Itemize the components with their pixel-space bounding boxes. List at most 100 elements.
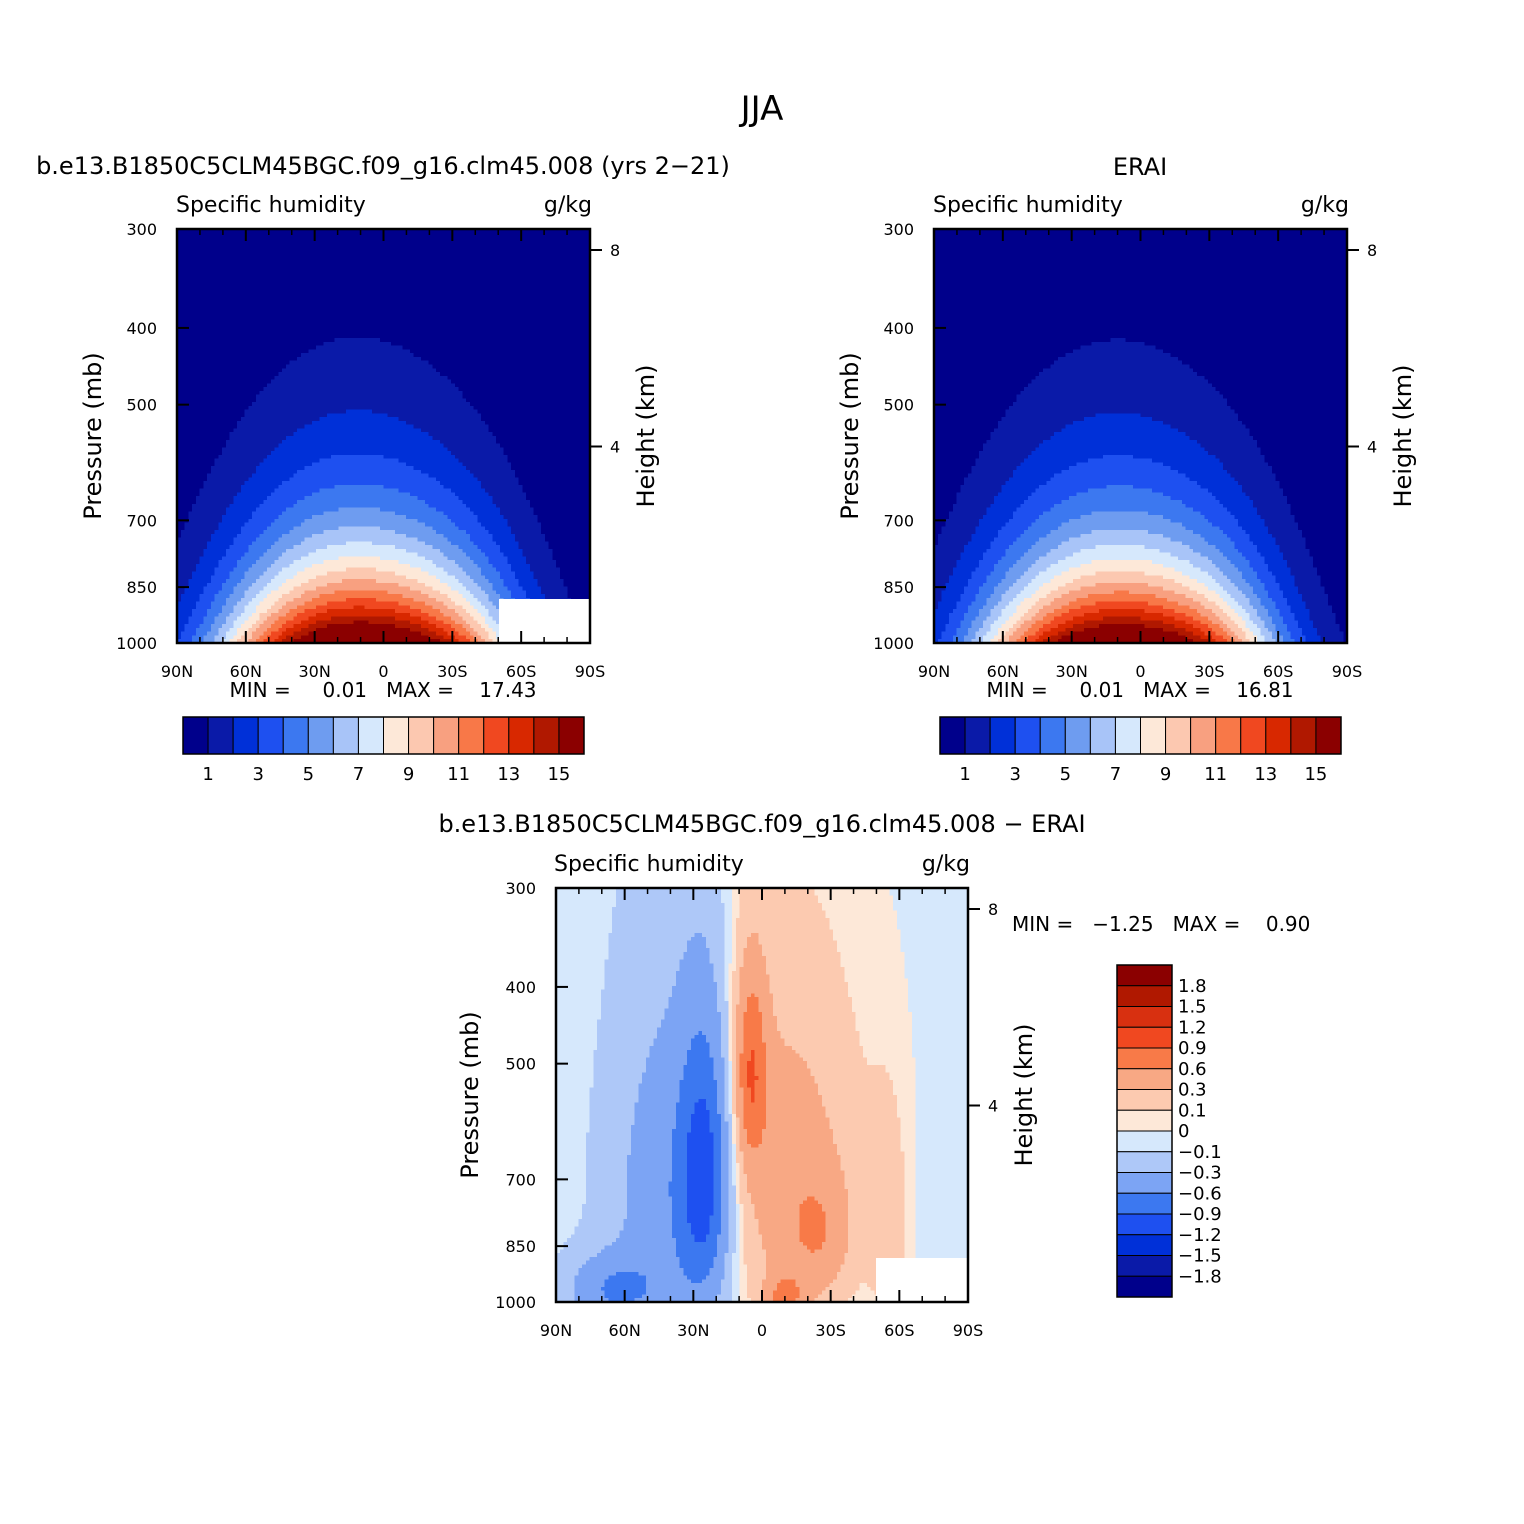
field-cell bbox=[184, 277, 189, 283]
field-cell bbox=[481, 274, 486, 279]
field-cell bbox=[409, 251, 415, 256]
field-cell bbox=[432, 247, 437, 253]
field-cell bbox=[229, 296, 234, 302]
field-cell bbox=[315, 341, 321, 347]
field-cell bbox=[394, 323, 400, 328]
field-cell bbox=[466, 300, 471, 305]
field-cell bbox=[492, 266, 497, 271]
field-cell bbox=[563, 259, 569, 264]
field-cell bbox=[586, 387, 590, 392]
field-cell bbox=[319, 379, 325, 384]
field-cell bbox=[263, 311, 268, 317]
field-cell bbox=[297, 390, 302, 396]
field-cell bbox=[481, 360, 486, 366]
field-cell bbox=[394, 356, 400, 362]
field-cell bbox=[368, 319, 373, 324]
field-cell bbox=[544, 394, 550, 399]
field-cell bbox=[537, 251, 542, 256]
field-cell bbox=[522, 259, 527, 264]
field-cell bbox=[379, 266, 385, 271]
field-cell bbox=[473, 356, 478, 362]
field-cell bbox=[177, 338, 182, 343]
field-cell bbox=[451, 326, 456, 332]
field-cell bbox=[567, 323, 572, 328]
field-cell bbox=[184, 379, 189, 384]
field-cell bbox=[289, 360, 294, 366]
field-cell bbox=[195, 315, 201, 320]
field-cell bbox=[252, 296, 257, 302]
field-cell bbox=[293, 281, 298, 287]
field-cell bbox=[567, 315, 572, 320]
field-cell bbox=[571, 356, 576, 362]
field-cell bbox=[466, 255, 471, 260]
field-cell bbox=[285, 356, 291, 362]
field-cell bbox=[432, 341, 437, 347]
field-cell bbox=[297, 300, 302, 305]
field-cell bbox=[195, 368, 201, 373]
field-cell bbox=[267, 323, 272, 328]
field-cell bbox=[466, 375, 471, 381]
field-cell bbox=[421, 300, 426, 305]
field-cell bbox=[544, 349, 550, 354]
panel-model-left-label: Specific humidity bbox=[176, 193, 366, 218]
field-cell bbox=[417, 364, 422, 369]
field-cell bbox=[462, 300, 467, 305]
field-cell bbox=[312, 281, 317, 287]
field-cell bbox=[383, 334, 388, 339]
field-cell bbox=[503, 255, 508, 260]
field-cell bbox=[368, 379, 373, 384]
field-cell bbox=[432, 330, 437, 335]
field-cell bbox=[237, 251, 242, 256]
field-cell bbox=[496, 379, 501, 384]
field-cell bbox=[391, 229, 396, 234]
field-cell bbox=[559, 259, 565, 264]
field-cell bbox=[544, 274, 550, 279]
field-cell bbox=[349, 251, 355, 256]
field-cell bbox=[379, 292, 385, 298]
field-cell bbox=[507, 232, 512, 238]
field-cell bbox=[240, 360, 246, 366]
field-cell bbox=[285, 277, 291, 283]
field-cell bbox=[462, 251, 467, 256]
field-cell bbox=[477, 326, 482, 332]
field-cell bbox=[447, 383, 452, 388]
field-cell bbox=[503, 247, 508, 253]
field-cell bbox=[199, 356, 204, 362]
figure-title: JJA bbox=[739, 89, 784, 129]
field-cell bbox=[357, 308, 362, 313]
field-cell bbox=[421, 383, 426, 388]
field-cell bbox=[503, 236, 508, 241]
field-cell bbox=[192, 277, 197, 283]
field-cell bbox=[559, 266, 565, 271]
field-cell bbox=[481, 356, 486, 362]
field-cell bbox=[567, 341, 572, 347]
field-cell bbox=[413, 292, 418, 298]
field-cell bbox=[402, 338, 407, 343]
field-cell bbox=[203, 349, 208, 354]
field-cell bbox=[499, 387, 505, 392]
field-cell bbox=[488, 383, 493, 388]
field-cell bbox=[192, 304, 197, 309]
field-cell bbox=[357, 251, 362, 256]
field-cell bbox=[477, 330, 482, 335]
field-cell bbox=[406, 315, 411, 320]
field-cell bbox=[567, 311, 572, 317]
field-cell bbox=[218, 277, 223, 283]
field-cell bbox=[177, 277, 182, 283]
field-cell bbox=[567, 247, 572, 253]
field-cell bbox=[349, 375, 355, 381]
field-cell bbox=[473, 236, 478, 241]
field-cell bbox=[394, 372, 400, 377]
field-cell bbox=[244, 292, 249, 298]
field-cell bbox=[522, 364, 527, 369]
field-cell bbox=[387, 308, 392, 313]
field-cell bbox=[195, 323, 201, 328]
field-cell bbox=[406, 372, 411, 377]
field-cell bbox=[282, 285, 287, 290]
field-cell bbox=[383, 375, 388, 381]
field-cell bbox=[582, 270, 587, 275]
field-cell bbox=[552, 259, 557, 264]
field-cell bbox=[345, 326, 351, 332]
field-cell bbox=[259, 345, 264, 351]
field-cell bbox=[394, 274, 400, 279]
